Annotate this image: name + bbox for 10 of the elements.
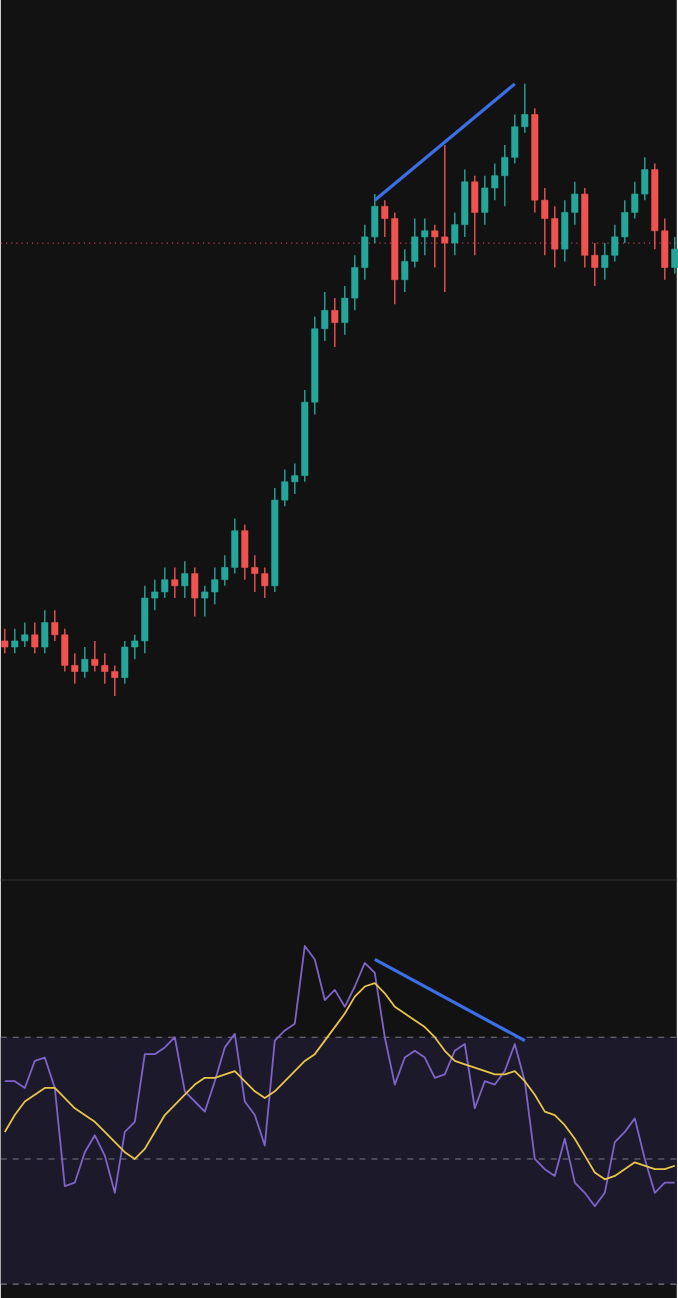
candlestick [81, 646, 89, 679]
candlestick [171, 566, 179, 599]
candlestick [671, 236, 678, 275]
candlestick [1, 627, 9, 654]
candlestick [41, 609, 49, 654]
candlestick [31, 621, 39, 654]
candlestick [471, 174, 479, 256]
candlestick [191, 566, 199, 618]
candlestick [331, 297, 339, 348]
candlestick [181, 560, 189, 599]
